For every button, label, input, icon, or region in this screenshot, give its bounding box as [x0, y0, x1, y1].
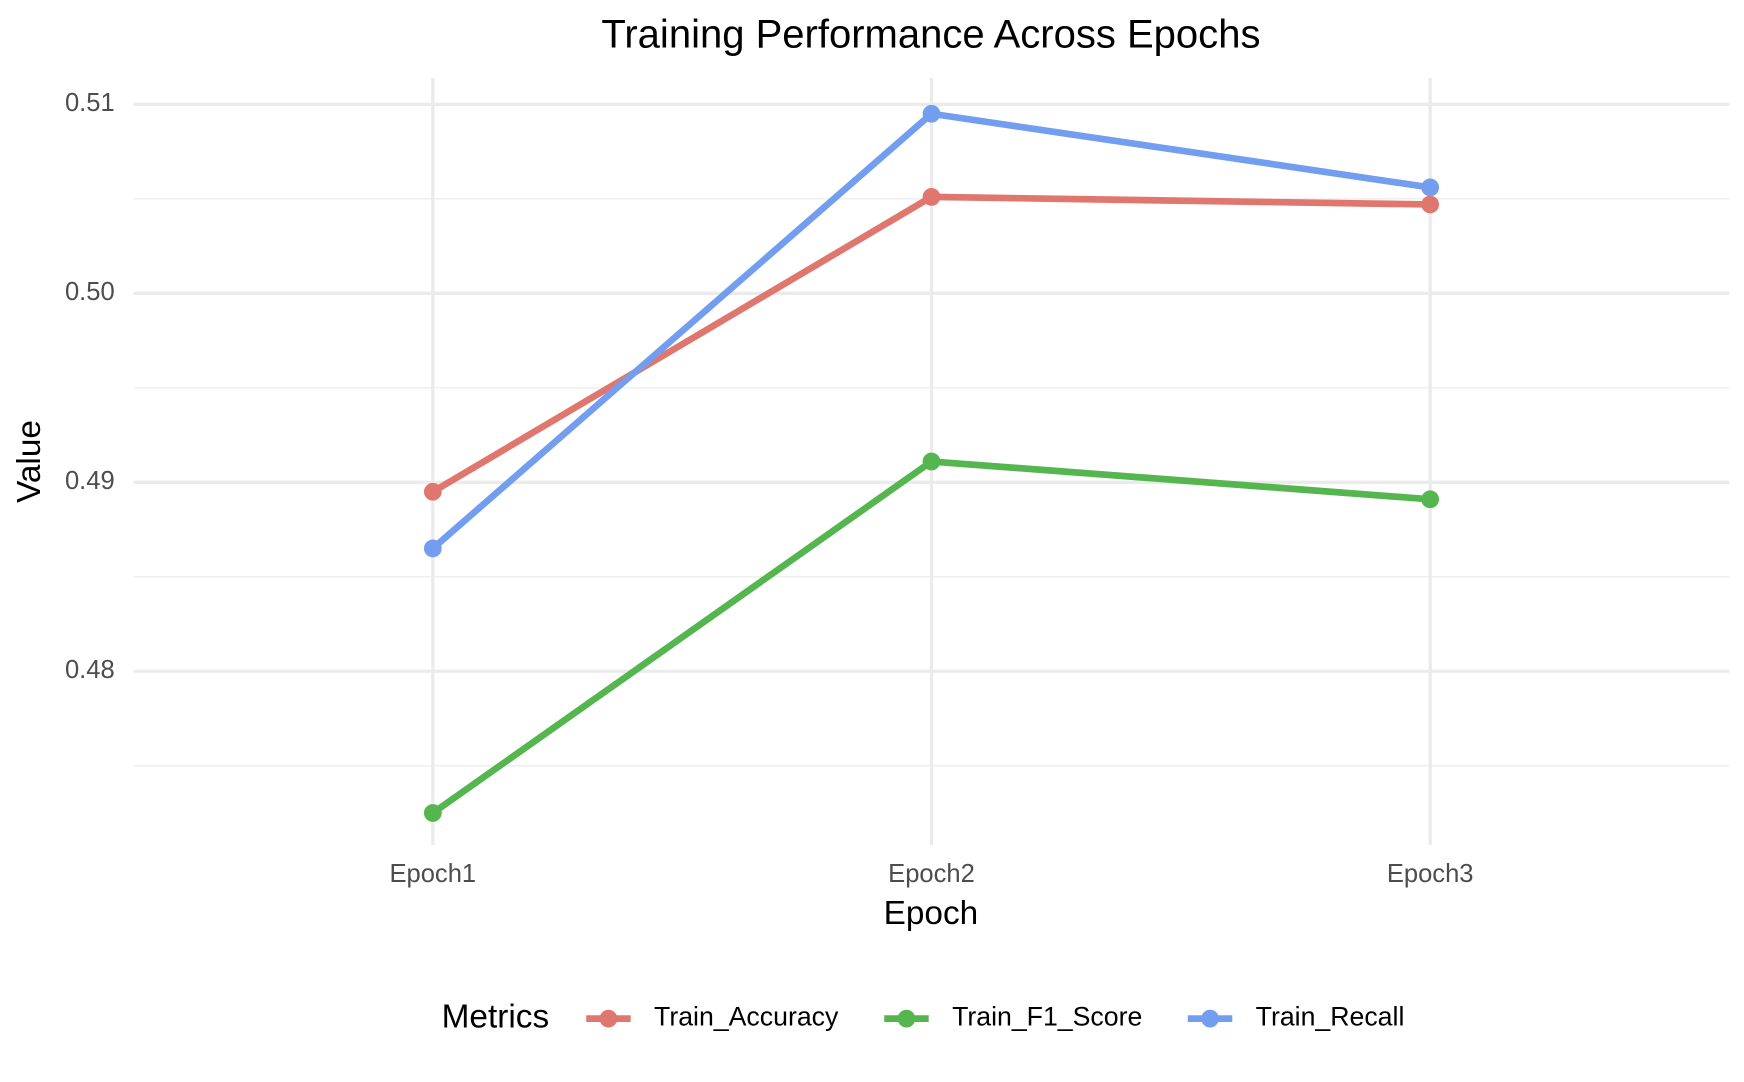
point — [1421, 490, 1440, 509]
point — [423, 539, 442, 558]
y-tick-label: 0.50 — [65, 278, 115, 306]
legend-point — [897, 1009, 916, 1028]
point — [423, 804, 442, 822]
x-tick-label: Epoch3 — [1387, 860, 1474, 888]
legend: Metrics Train_Accuracy Train_F1_Score Train… — [442, 998, 1405, 1035]
point — [1421, 195, 1440, 214]
legend-point — [1201, 1009, 1219, 1028]
legend-label: Train_Accuracy — [654, 1002, 839, 1032]
x-tick-label: Epoch1 — [389, 860, 476, 888]
point — [1421, 178, 1440, 197]
point — [922, 104, 941, 123]
chart-title: Training Performance Across Epochs — [601, 12, 1260, 56]
y-tick-label: 0.48 — [65, 656, 115, 684]
legend-label: Train_Recall — [1256, 1002, 1405, 1032]
y-tick-label: 0.51 — [65, 89, 115, 117]
x-tick-label: Epoch2 — [888, 860, 975, 888]
plot-area — [423, 104, 1440, 822]
x-axis-label: Epoch — [884, 895, 979, 932]
legend-label: Train_F1_Score — [952, 1002, 1142, 1032]
point — [423, 482, 442, 501]
y-axis-label: Value — [11, 420, 48, 503]
legend-title: Metrics — [442, 998, 549, 1035]
point — [922, 452, 941, 471]
y-tick-label: 0.49 — [65, 467, 115, 495]
legend-point — [599, 1009, 618, 1028]
point — [922, 188, 941, 206]
